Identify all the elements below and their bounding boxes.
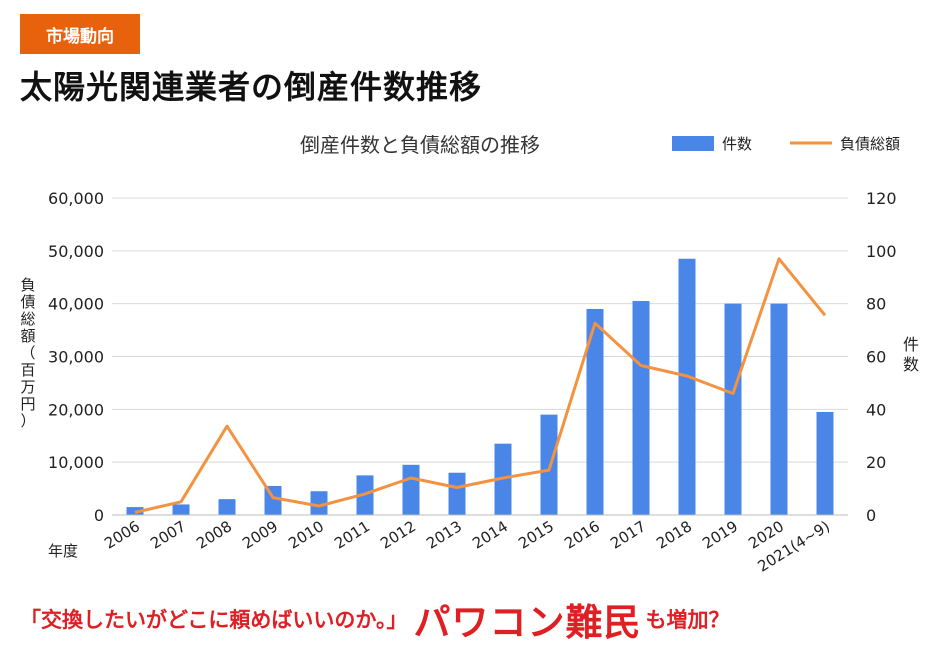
- legend-bar-label: 件数: [722, 135, 752, 153]
- y-left-tick: 0: [94, 506, 104, 525]
- y-left-tick: 10,000: [48, 453, 104, 472]
- footer-quote: 「交換したいがどこに頼めばいいのか。」: [20, 608, 408, 632]
- y-left-tick: 50,000: [48, 242, 104, 261]
- y-right-tick: 60: [866, 348, 886, 367]
- x-tick: 2007: [147, 517, 189, 553]
- y-left-label-char: 円: [20, 395, 35, 413]
- y-left-tick: 30,000: [48, 348, 104, 367]
- bar-2021(4~9): [816, 411, 834, 515]
- y-right-tick: 100: [866, 242, 897, 261]
- bar-2012: [402, 464, 420, 515]
- y-axis-right-ticks: 0 20 40 60 80 100 120: [866, 189, 897, 525]
- y-right-tick: 80: [866, 295, 886, 314]
- y-axis-left-label: 負債総額（百万円）: [20, 276, 35, 430]
- x-tick: 2010: [285, 517, 327, 553]
- y-axis-left-ticks: 0 10,000 20,000 30,000 40,000 50,000 60,000: [48, 189, 104, 525]
- y-left-label-char: 債: [20, 293, 35, 311]
- bar-series: [126, 258, 834, 515]
- y-left-label-char: （: [20, 344, 35, 362]
- x-tick: 2017: [607, 517, 649, 553]
- x-tick: 2006: [101, 517, 143, 553]
- x-tick: 2013: [423, 517, 465, 553]
- y-axis-right-label: 件数: [903, 335, 919, 374]
- bar-2018: [678, 258, 696, 515]
- page-title: 太陽光関連業者の倒産件数推移: [20, 68, 483, 106]
- bar-2016: [586, 308, 604, 515]
- legend-line-label: 負債総額: [840, 135, 900, 153]
- x-tick: 2009: [239, 517, 281, 553]
- x-tick: 2019: [699, 517, 741, 553]
- bar-2013: [448, 472, 466, 515]
- y-left-label-char: 万: [20, 378, 35, 396]
- bar-2015: [540, 414, 558, 515]
- x-tick: 2014: [469, 517, 511, 553]
- bar-2019: [724, 303, 742, 515]
- y-right-label-char: 件: [903, 335, 919, 354]
- legend-bar-swatch: [672, 136, 714, 151]
- y-left-label-char: 負: [20, 276, 35, 294]
- x-axis-ticks: 2006 2007 2008 2009 2010 2011 2012 2013 2014 2015…: [101, 517, 833, 575]
- footer-caption: 「交換したいがどこに頼めばいいのか。」 パワコン難民 も増加？: [20, 592, 920, 646]
- chart-title: 倒産件数と負債総額の推移: [300, 133, 540, 157]
- x-tick: 2018: [653, 517, 695, 553]
- y-left-tick: 40,000: [48, 295, 104, 314]
- bar-2007: [172, 504, 190, 515]
- x-axis-label: 年度: [48, 542, 78, 560]
- footer-tail: も増加？: [645, 608, 730, 632]
- footer-emphasis: パワコン難民: [413, 601, 642, 644]
- x-tick: 2011: [331, 517, 373, 553]
- bar-2010: [310, 491, 328, 515]
- x-tick: 2015: [515, 517, 557, 553]
- legend: 件数 負債総額: [672, 135, 900, 153]
- category-badge: 市場動向: [20, 14, 140, 54]
- y-left-label-char: ）: [20, 412, 35, 430]
- y-left-tick: 20,000: [48, 400, 104, 419]
- y-left-tick: 60,000: [48, 189, 104, 208]
- bar-2008: [218, 499, 236, 515]
- bar-2020: [770, 303, 788, 515]
- y-left-label-char: 百: [20, 361, 35, 379]
- x-tick: 2008: [193, 517, 235, 553]
- line-series-debt-total: [134, 257, 827, 514]
- y-left-label-char: 額: [20, 327, 35, 345]
- x-tick: 2016: [561, 517, 603, 553]
- y-right-tick: 40: [866, 400, 886, 419]
- y-left-label-char: 総: [20, 310, 35, 328]
- y-right-tick: 120: [866, 189, 897, 208]
- x-tick: 2012: [377, 517, 419, 553]
- y-right-tick: 0: [866, 506, 876, 525]
- y-right-tick: 20: [866, 453, 886, 472]
- bar-2017: [632, 301, 650, 515]
- y-right-label-char: 数: [903, 355, 919, 374]
